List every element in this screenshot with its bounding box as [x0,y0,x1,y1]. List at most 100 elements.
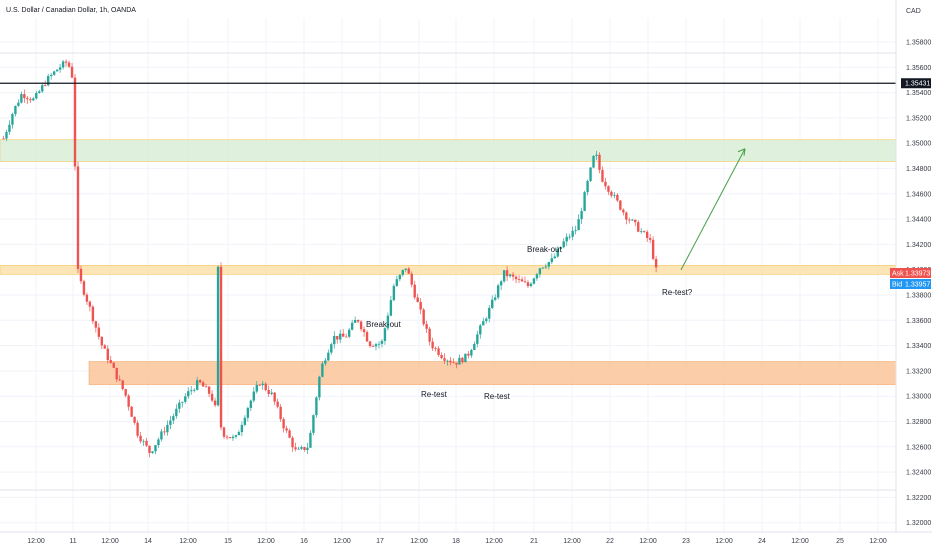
candle-body [55,69,59,72]
candle-body [309,432,312,448]
annotations: Break-out Re-test Re-test Break-out Re-test? [366,245,693,401]
candle-body [353,319,357,323]
candle-body [38,91,41,94]
candle-body [198,380,202,383]
candle-body [124,389,127,396]
candle-body [565,236,568,242]
candle-body [365,332,369,342]
annotation-label: Re-test? [662,288,693,297]
candle-body [118,379,121,381]
candle-body [532,278,536,284]
y-tick-label: 1.33800 [906,293,931,300]
candle-body [330,344,333,353]
candle-body [368,341,372,347]
candle-body [345,336,348,338]
candle-body [494,297,497,300]
candle-body [41,85,44,92]
ask-label: Ask [892,271,904,278]
candle-body [61,61,65,68]
x-tick-label: 12:00 [791,538,809,545]
x-tick-label: 12:00 [333,538,351,545]
candle-body [243,417,247,425]
candle-body [222,427,226,437]
lines [0,82,896,271]
candle-body [651,239,655,259]
candle-body [392,285,396,301]
candle-body [398,274,402,280]
candle-body [654,258,658,268]
candle-body [625,212,628,220]
candle-body [201,382,205,387]
candle-body [20,94,23,103]
candle-body [431,341,434,349]
candle-body [538,268,542,275]
candle-body [482,321,485,326]
candle-body [461,357,464,363]
candle-body [169,420,172,425]
candle-body [17,102,20,106]
candle-body [413,284,416,298]
candle-body [598,154,601,170]
candle-body [166,424,169,433]
candle-body [395,279,399,286]
candle-body [67,62,71,67]
candle-body [425,324,428,329]
ask-price: 1.33973 [905,271,930,278]
candle-body [315,397,318,416]
candle-body [604,181,607,187]
y-tick-label: 1.32000 [906,520,931,527]
candle-body [157,439,160,446]
candle-body [181,401,184,403]
candle-body [204,386,208,388]
x-tick-label: 12:00 [639,538,657,545]
y-tick-label: 1.32600 [906,444,931,451]
candle-body [136,422,139,436]
candle-body [634,219,637,223]
candle-body [359,321,363,330]
breakout-zone [0,265,897,275]
candle-body [422,309,425,325]
candle-body [628,219,631,221]
candle-body [520,279,524,282]
candle-body [300,447,303,449]
candle-body [207,386,211,394]
candle-body [324,360,327,364]
x-tick-label: 25 [836,538,844,545]
candle-body [622,209,625,213]
candle-body [193,389,196,391]
candle-body [446,360,449,362]
currency-label: CAD [906,8,921,15]
annotation-label: Break-out [527,245,562,254]
x-tick-label: 14 [144,538,152,545]
candle-body [163,431,166,433]
candle-body [175,408,178,417]
candle-body [82,281,86,295]
candle-body [380,340,384,344]
candle-body [216,266,220,406]
candle-body [44,85,47,86]
candle-body [342,333,345,337]
candle-body [473,343,476,351]
y-tick-label: 1.34600 [906,191,931,198]
candle-body [148,445,151,453]
candle-body [127,395,130,407]
candle-body [586,181,589,193]
x-tick-label: 12:00 [179,538,197,545]
candle-body [282,419,285,429]
candle-body [291,437,294,448]
candle-body [240,424,244,433]
candle-body [8,124,11,132]
candle-body [491,299,494,308]
candle-body [568,236,571,238]
candle-body [261,383,264,386]
y-tick-label: 1.35800 [906,40,931,47]
candle-body [374,344,378,347]
candle-body [23,94,26,99]
y-tick-label: 1.35600 [906,65,931,72]
candle-body [172,416,175,421]
candle-body [297,448,300,450]
y-tick-label: 1.33200 [906,368,931,375]
candle-body [58,67,62,70]
